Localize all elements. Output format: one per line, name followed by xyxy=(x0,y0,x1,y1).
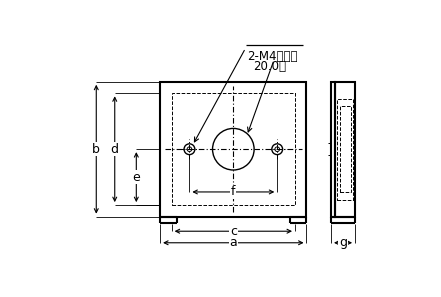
Text: 20.0穴: 20.0穴 xyxy=(253,59,286,72)
Text: e: e xyxy=(132,171,140,184)
Bar xyxy=(331,82,335,217)
Bar xyxy=(340,107,351,192)
Bar xyxy=(160,82,306,217)
Text: b: b xyxy=(92,143,100,156)
Text: a: a xyxy=(229,236,237,249)
Bar xyxy=(337,99,353,200)
Text: d: d xyxy=(111,143,119,156)
Text: f: f xyxy=(231,185,235,198)
Bar xyxy=(172,93,295,205)
Bar xyxy=(335,82,355,217)
Text: 2-M4タップ: 2-M4タップ xyxy=(247,50,298,63)
Text: g: g xyxy=(339,236,347,249)
Text: c: c xyxy=(230,225,237,238)
